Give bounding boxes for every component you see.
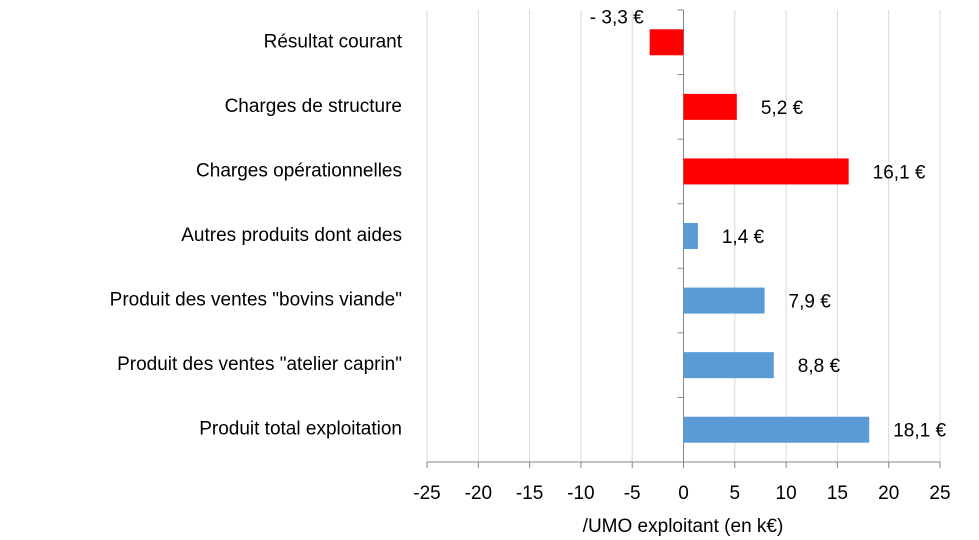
x-axis-label: /UMO exploitant (en k€) bbox=[583, 516, 784, 537]
x-tick-label: 0 bbox=[678, 483, 689, 504]
x-tick-label: 10 bbox=[776, 483, 797, 504]
bar bbox=[649, 29, 684, 56]
bar bbox=[683, 158, 849, 185]
bar bbox=[683, 416, 870, 443]
x-tick-label: -5 bbox=[624, 483, 641, 504]
value-label: 18,1 € bbox=[893, 421, 946, 442]
bar bbox=[683, 287, 765, 314]
x-tick-label: -25 bbox=[413, 483, 440, 504]
x-tick-label: -10 bbox=[567, 483, 594, 504]
x-tick-label: 15 bbox=[827, 483, 848, 504]
bar bbox=[683, 352, 774, 379]
y-tick-label: Charges opérationnelles bbox=[196, 160, 402, 181]
y-tick-label: Produit des ventes "bovins viande" bbox=[110, 290, 402, 311]
value-label: 8,8 € bbox=[798, 356, 841, 377]
value-label: 5,2 € bbox=[761, 98, 804, 119]
x-tick-label: -20 bbox=[465, 483, 492, 504]
x-tick-label: 5 bbox=[730, 483, 741, 504]
x-tick-label: -15 bbox=[516, 483, 543, 504]
y-tick-label: Produit des ventes "atelier caprin" bbox=[117, 354, 402, 375]
bar bbox=[683, 93, 737, 120]
bar bbox=[683, 223, 698, 249]
y-tick-label: Autres produits dont aides bbox=[181, 225, 402, 246]
x-tick-label: 25 bbox=[929, 483, 950, 504]
value-label: - 3,3 € bbox=[590, 7, 644, 28]
value-label: 1,4 € bbox=[722, 227, 765, 248]
value-label: 16,1 € bbox=[873, 162, 926, 183]
value-label: 7,9 € bbox=[789, 292, 832, 313]
x-tick-label: 20 bbox=[878, 483, 899, 504]
y-tick-label: Charges de structure bbox=[225, 96, 402, 117]
y-tick-label: Produit total exploitation bbox=[199, 419, 402, 440]
y-tick-label: Résultat courant bbox=[264, 31, 403, 52]
